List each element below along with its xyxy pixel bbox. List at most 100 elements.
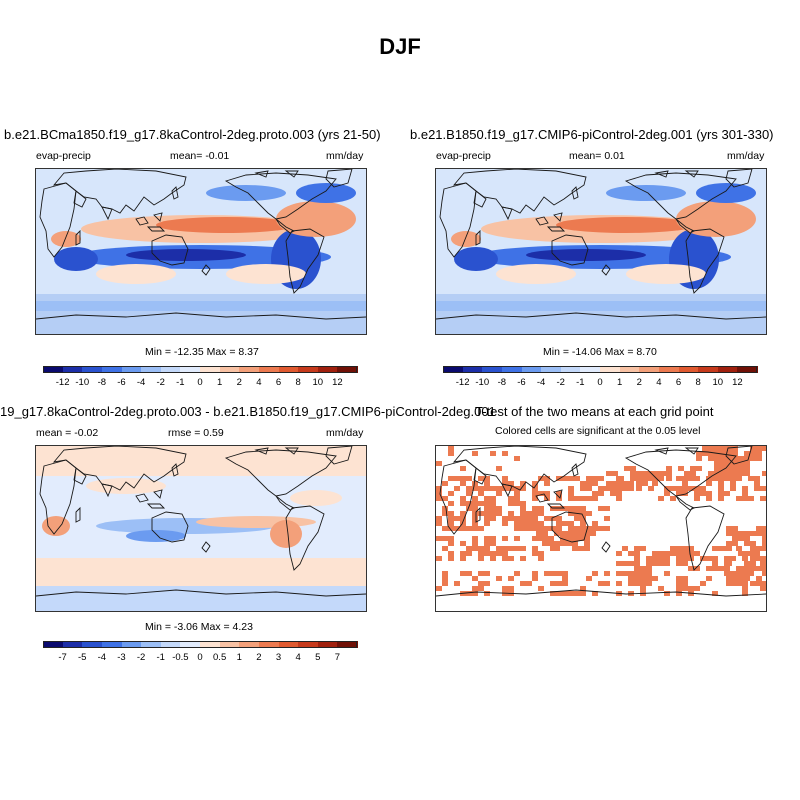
colorbar-tick-label: 5 (315, 652, 321, 663)
significant-cell (508, 481, 514, 486)
significant-cell (536, 536, 542, 541)
significant-cell (466, 591, 472, 596)
significant-cell (490, 486, 496, 491)
significant-cell (604, 516, 610, 521)
significant-cell (472, 541, 478, 546)
colorbar-swatch (737, 366, 758, 373)
colorbar-tick-label: 6 (675, 377, 682, 388)
significant-cell (478, 581, 484, 586)
significant-cell (484, 551, 490, 556)
significant-cell (640, 586, 646, 591)
significant-cell (460, 521, 466, 526)
significant-cell (652, 561, 658, 566)
significant-cell (754, 481, 760, 486)
significant-cell (574, 506, 580, 511)
significant-cell (532, 486, 538, 491)
significant-cell (738, 566, 744, 571)
significant-cell (502, 536, 508, 541)
significant-cell (514, 571, 520, 576)
significant-cell (490, 501, 496, 506)
significant-cell (448, 536, 454, 541)
significant-cell (586, 481, 592, 486)
significant-cell (622, 546, 628, 551)
significant-cell (542, 541, 548, 546)
significant-cell (730, 571, 736, 576)
significant-cell (750, 546, 756, 551)
panel1-minmax: Min = -12.35 Max = 8.37 (145, 346, 259, 358)
significant-cell (514, 491, 520, 496)
significant-cell (562, 476, 568, 481)
significant-cell (634, 551, 640, 556)
panel2-colorbar: -12 -10 -8 -6 -4 -2 -1 0 1 2 4 6 8 10 12 (443, 366, 758, 390)
significant-cell (696, 456, 702, 461)
significant-cell (744, 571, 750, 576)
significant-cell (460, 501, 466, 506)
significant-cell (676, 581, 682, 586)
colorbar-tick-label: -10 (475, 377, 490, 388)
colorbar-swatch (619, 366, 640, 373)
colorbar-tick-label: 1 (236, 652, 242, 663)
significant-cell (556, 526, 562, 531)
significant-cell (520, 521, 526, 526)
significant-cell (630, 466, 636, 471)
significant-cell (670, 551, 676, 556)
significant-cell (678, 476, 684, 481)
significant-cell (442, 571, 448, 576)
significant-cell (478, 491, 484, 496)
significant-cell (532, 526, 538, 531)
colorbar-tick-label: -2 (556, 377, 565, 388)
significant-cell (604, 506, 610, 511)
significant-cell (472, 486, 478, 491)
significant-cell (738, 456, 744, 461)
significant-cell (554, 531, 560, 536)
significant-cell (574, 516, 580, 521)
significant-cell (484, 481, 490, 486)
colorbar-swatch (62, 366, 83, 373)
significant-cell (754, 546, 760, 551)
significant-cell (592, 521, 598, 526)
significant-cell (622, 486, 628, 491)
significant-cell (732, 531, 738, 536)
significant-cell (612, 471, 618, 476)
colorbar-swatch (501, 366, 522, 373)
significant-cell (436, 556, 442, 561)
colorbar-swatch (298, 641, 319, 648)
panel1-title: b.e21.BCma1850.f19_g17.8kaControl-2deg.p… (4, 127, 381, 142)
significant-cell (646, 556, 652, 561)
significant-cell (484, 521, 490, 526)
significant-cell (750, 556, 756, 561)
significant-cell (726, 531, 732, 536)
significant-cell (568, 591, 574, 596)
significant-cell (538, 491, 544, 496)
panel2-minmax: Min = -14.06 Max = 8.70 (543, 346, 657, 358)
significant-cell (496, 466, 502, 471)
significant-cell (520, 526, 526, 531)
colorbar-tick-label: 0 (197, 652, 203, 663)
significant-cell (714, 456, 720, 461)
significant-cell (460, 571, 466, 576)
significant-cell (584, 541, 590, 546)
significant-cell (754, 476, 760, 481)
significant-cell (550, 526, 556, 531)
significant-cell (708, 451, 714, 456)
significant-cell (448, 511, 454, 516)
significant-cell (616, 571, 622, 576)
colorbar-tick-label: 8 (295, 377, 301, 388)
colorbar-swatch (639, 366, 660, 373)
colorbar-tick-label: -4 (536, 377, 546, 388)
significant-cell (730, 476, 736, 481)
significant-cell (466, 486, 472, 491)
significant-cell (568, 476, 574, 481)
significant-cell (750, 541, 756, 546)
significant-cell (612, 481, 618, 486)
significant-cell (562, 521, 568, 526)
significant-cell (748, 496, 754, 501)
colorbar-tick-label: 0 (197, 377, 203, 388)
colorbar-tick-label: -7 (58, 652, 67, 663)
significant-cell (726, 571, 732, 576)
significant-cell (514, 521, 520, 526)
colorbar-swatch (200, 366, 221, 373)
colorbar-swatch (717, 366, 738, 373)
significant-cell (562, 571, 568, 576)
significant-cell (514, 526, 520, 531)
